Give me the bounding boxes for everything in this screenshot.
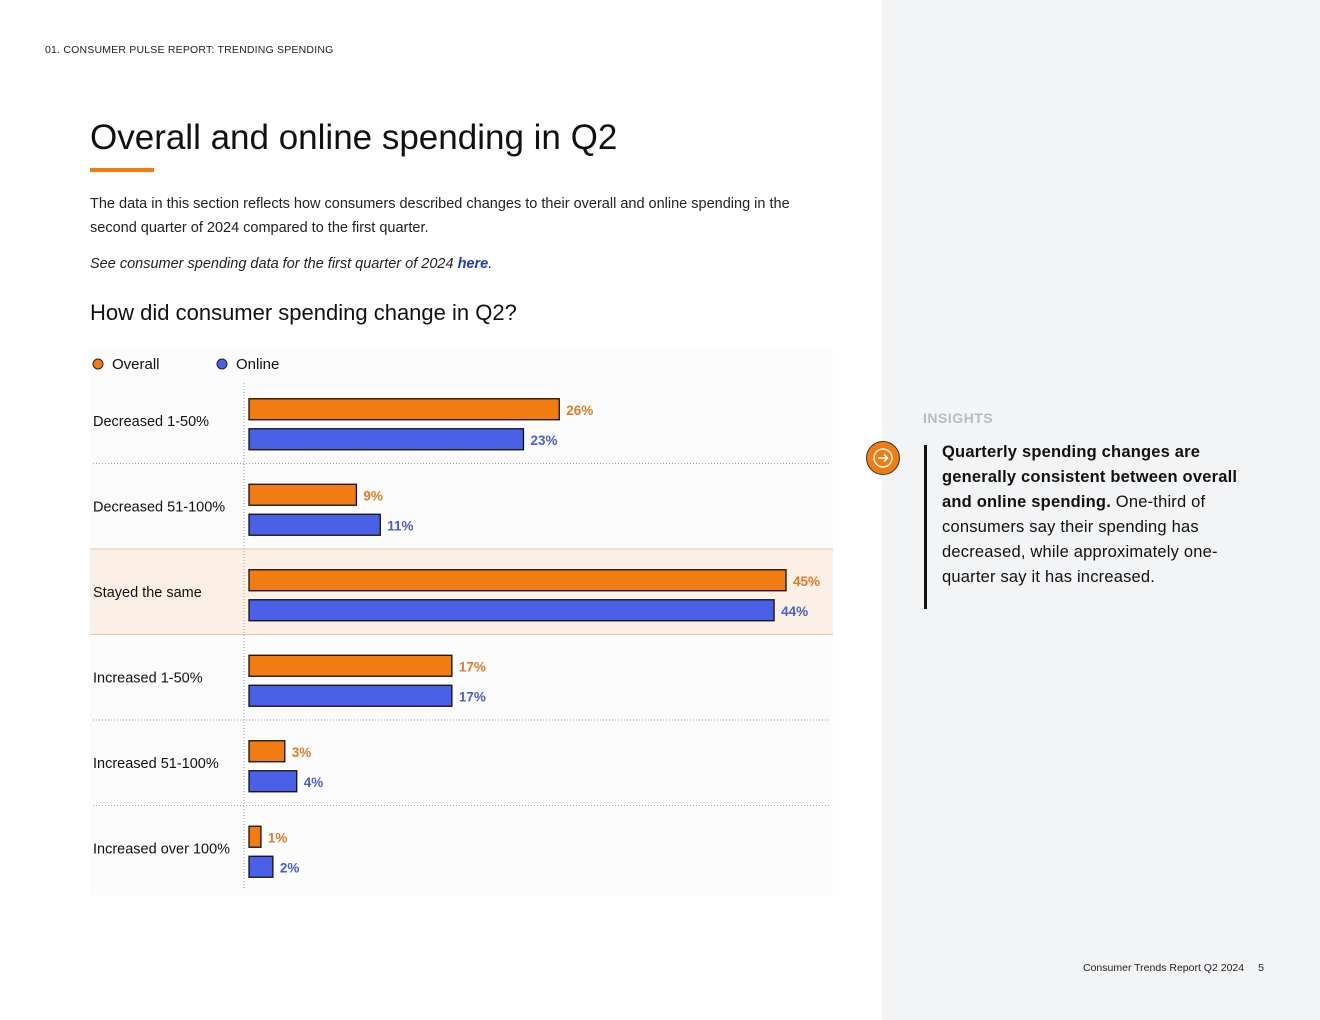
category-label: Increased 1-50% bbox=[93, 670, 203, 686]
category-label: Increased 51-100% bbox=[93, 756, 219, 772]
bar-overall bbox=[248, 740, 286, 763]
spending-bar-chart: Overall Online Decreased 1-50% 26% 23% Decrea… bbox=[90, 356, 833, 888]
arrow-right-circle-icon bbox=[866, 441, 900, 475]
legend-marker-online bbox=[216, 358, 228, 370]
legend-label-overall: Overall bbox=[112, 356, 160, 373]
see-also-text: See consumer spending data for the first… bbox=[90, 256, 458, 272]
page-number: 5 bbox=[1258, 962, 1264, 974]
page-footer: Consumer Trends Report Q2 2024 5 bbox=[1083, 962, 1264, 974]
value-label-online: 11% bbox=[387, 518, 413, 533]
see-also-end: . bbox=[488, 256, 493, 272]
category-label: Increased over 100% bbox=[93, 841, 230, 857]
value-label-overall: 45% bbox=[793, 574, 820, 589]
intro-paragraph: The data in this section reflects how co… bbox=[90, 196, 790, 236]
bar-online bbox=[248, 855, 274, 878]
category-label: Decreased 1-50% bbox=[93, 414, 209, 430]
insight-body: One-third of consumers say their spendin… bbox=[942, 493, 1218, 586]
category-label: Decreased 51-100% bbox=[93, 499, 225, 515]
value-label-online: 17% bbox=[459, 689, 486, 704]
insights-panel bbox=[882, 0, 1320, 1020]
value-label-online: 44% bbox=[781, 604, 808, 619]
section-header: 01. CONSUMER PULSE REPORT: TRENDING SPEN… bbox=[45, 44, 334, 56]
value-label-overall: 9% bbox=[363, 488, 383, 503]
footer-report-name: Consumer Trends Report Q2 2024 bbox=[1083, 962, 1245, 974]
here-link[interactable]: here bbox=[457, 256, 489, 272]
insights-label: INSIGHTS bbox=[923, 410, 994, 426]
bar-overall bbox=[248, 825, 262, 848]
value-label-online: 4% bbox=[304, 775, 324, 790]
bar-online bbox=[248, 513, 381, 536]
bar-overall bbox=[248, 398, 560, 421]
value-label-overall: 3% bbox=[292, 745, 312, 760]
category-label: Stayed the same bbox=[93, 585, 202, 601]
page-title: Overall and online spending in Q2 bbox=[90, 118, 618, 157]
value-label-online: 2% bbox=[280, 860, 300, 875]
insight-quote-bar bbox=[924, 445, 927, 609]
bar-overall bbox=[248, 483, 358, 506]
title-underline bbox=[90, 168, 154, 172]
insight-headline: Quarterly spending changes are generally… bbox=[942, 443, 1238, 511]
value-label-overall: 17% bbox=[459, 659, 486, 674]
bar-overall bbox=[248, 654, 453, 677]
bar-online bbox=[248, 599, 775, 622]
value-label-online: 23% bbox=[530, 433, 557, 448]
value-label-overall: 26% bbox=[566, 403, 593, 418]
bar-online bbox=[248, 684, 453, 707]
legend-label-online: Online bbox=[236, 356, 279, 373]
bar-online bbox=[248, 770, 298, 793]
bar-overall bbox=[248, 569, 787, 592]
bar-online bbox=[248, 428, 525, 451]
chart-title: How did consumer spending change in Q2? bbox=[90, 300, 517, 325]
legend-marker-overall bbox=[92, 358, 104, 370]
see-also-note: See consumer spending data for the first… bbox=[90, 256, 492, 272]
value-label-overall: 1% bbox=[268, 830, 288, 845]
insight-text: Quarterly spending changes are generally… bbox=[942, 440, 1242, 590]
